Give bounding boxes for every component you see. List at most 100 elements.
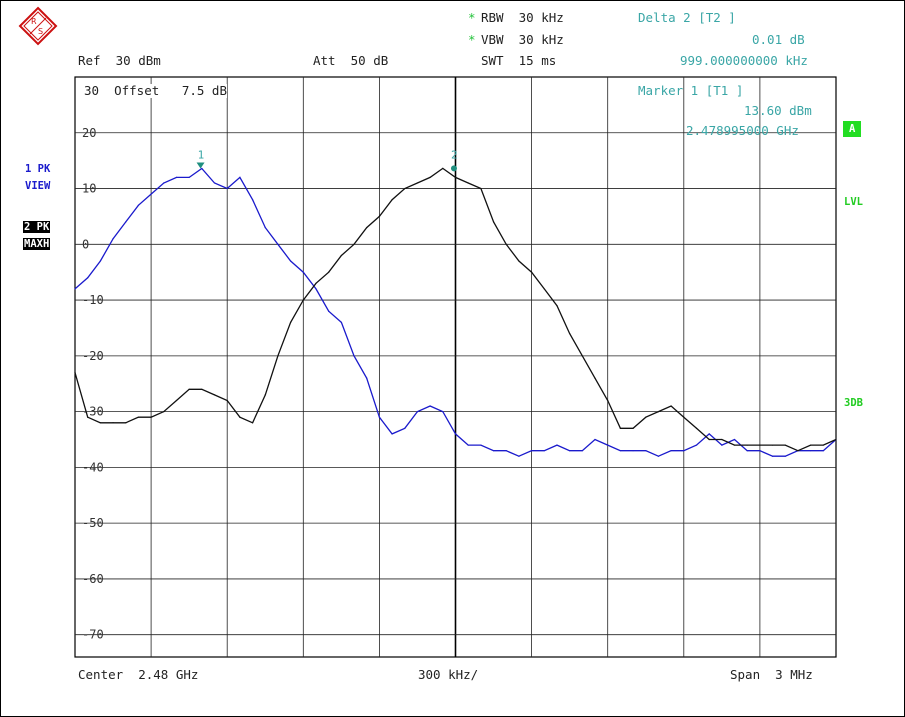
trace-point (695, 444, 698, 446)
trace-point (695, 427, 698, 429)
trace-point (594, 438, 596, 441)
rbw: RBW 30 kHz (481, 10, 564, 25)
trace-point (784, 455, 786, 457)
trace-point (480, 444, 482, 446)
trace-point (137, 204, 140, 206)
trace-point (163, 182, 165, 184)
trace-point (581, 355, 583, 357)
trace-point (657, 411, 660, 413)
trace-point (251, 199, 254, 201)
trace-point (302, 299, 304, 301)
trace-point (771, 444, 774, 446)
trace-point (163, 411, 165, 413)
delta-level: 0.01 dB (752, 32, 805, 47)
span: Span 3 MHz (730, 667, 813, 682)
trace-point (74, 371, 76, 374)
ref-level: Ref 30 dBm (78, 53, 161, 68)
y-tick-label: 0 (82, 237, 89, 251)
trace-point (556, 444, 558, 446)
trace1-mode: VIEW (25, 180, 51, 192)
y-tick-label: -10 (82, 293, 104, 307)
trace-point (708, 433, 710, 435)
trace-point (556, 305, 558, 307)
trace-point (810, 450, 812, 452)
trace-point (226, 399, 228, 402)
trace-point (74, 288, 76, 290)
marker-label: 1 (198, 148, 205, 161)
trace-point (492, 450, 495, 452)
trace-point (531, 450, 533, 452)
marker1-frequency: 2.478995000 GHz (686, 123, 799, 138)
marker1-icon (196, 162, 205, 169)
trace-point (835, 438, 837, 441)
trace-a-badge: A (843, 121, 862, 137)
vbw: VBW 30 kHz (481, 32, 564, 47)
trace-point (607, 444, 609, 446)
trace-point (175, 176, 178, 178)
trace-point (378, 416, 380, 418)
trace-point (569, 450, 571, 452)
trace-point (429, 405, 431, 407)
trace-point (822, 450, 824, 452)
marker-label: 2 (451, 148, 458, 161)
trace-point (543, 288, 545, 290)
trace-point (264, 226, 266, 229)
trace-point (683, 450, 685, 452)
trace-point (721, 444, 723, 446)
trace-point (797, 450, 799, 452)
trace-point (290, 260, 292, 262)
trace-point (340, 321, 342, 323)
y-tick-label: -60 (82, 572, 104, 586)
marker1-title: Marker 1 [T1 ] (638, 83, 744, 98)
trace-point (784, 444, 786, 446)
trace-point (505, 450, 507, 452)
rohde-schwarz-logo: R S (18, 6, 58, 46)
y-tick-label: -70 (82, 628, 104, 642)
trace-point (759, 444, 761, 446)
trace-point (581, 450, 583, 452)
trace-point (632, 427, 634, 429)
trace-point (759, 450, 761, 452)
svg-text:S: S (38, 27, 43, 36)
trace-point (594, 377, 596, 379)
trace-point (454, 176, 457, 178)
trace-point (366, 226, 368, 229)
marker1-level: 13.60 dBm (744, 103, 812, 118)
trace-point (239, 416, 241, 418)
trace-point (315, 282, 317, 284)
trace-point (531, 271, 533, 273)
trace-point (366, 377, 368, 379)
trace-point (645, 416, 647, 418)
trace-point (619, 427, 621, 429)
delta-frequency: 999.000000000 kHz (680, 53, 808, 68)
trace-point (188, 388, 190, 390)
trace-point (746, 444, 748, 446)
trace-point (467, 182, 469, 184)
3db-label: 3DB (844, 397, 863, 409)
trace-point (505, 243, 507, 245)
trace-point (670, 405, 672, 407)
trace-point (87, 277, 89, 279)
trace-point (645, 450, 647, 452)
trace-point (239, 176, 241, 178)
trace-point (391, 433, 393, 435)
trace-point (328, 271, 330, 273)
delta-marker-title: Delta 2 [T2 ] (638, 10, 736, 25)
rbw-star-icon: * (468, 10, 476, 25)
trace-point (518, 260, 520, 262)
trace-point (429, 176, 431, 178)
trace-point (213, 182, 216, 184)
trace-point (391, 199, 393, 201)
trace-point (467, 444, 469, 446)
trace-point (353, 243, 355, 245)
trace-point (442, 167, 444, 170)
trace-point (277, 243, 279, 245)
trace-point (810, 444, 812, 446)
y-tick-label: 10 (82, 182, 96, 196)
trace-point (125, 422, 127, 424)
y-tick-label: 20 (82, 126, 96, 140)
trace-point (746, 450, 748, 452)
trace-point (353, 355, 355, 357)
